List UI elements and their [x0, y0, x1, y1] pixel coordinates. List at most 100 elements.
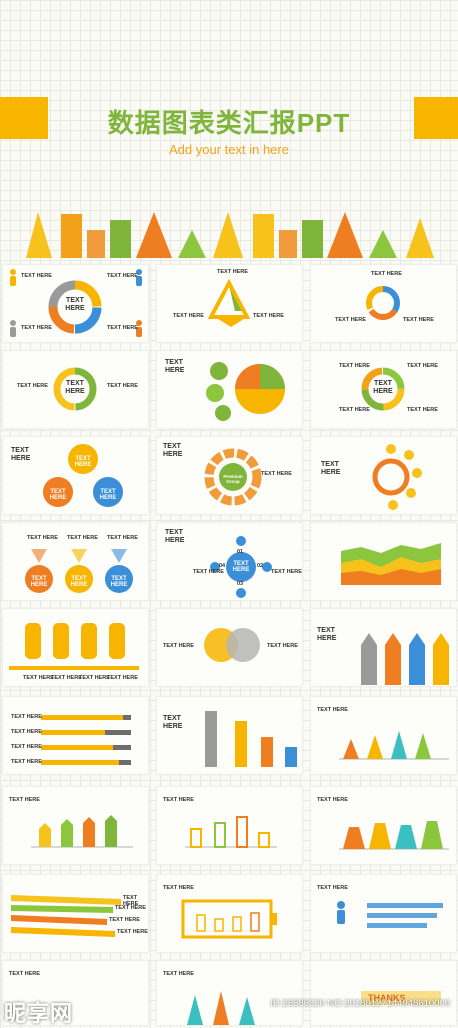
slide-thumb-r3c2[interactable]: TEXT HERE Premium Group TEXT HERE — [156, 436, 303, 515]
block-here: HERE — [163, 451, 183, 458]
slide-thumb-r2c3[interactable]: TEXT HERE TEXT HERE TEXT HERE TEXT HERE T… — [310, 350, 457, 429]
cycle-arrow-yellow — [215, 317, 247, 327]
slide-thumb-r1c1[interactable]: TEXT HERE TEXT HERE TEXT HERE TEXT HERE T… — [2, 264, 149, 343]
ring-gray — [48, 280, 102, 334]
ring-yellow — [366, 286, 400, 320]
slide-thumb-r3c1[interactable]: TEXT HERE TEXT HERE TEXT HERE TEXT HERE — [2, 436, 149, 515]
triangle-green — [415, 733, 431, 759]
circle-label: TEXT HERE — [49, 489, 67, 501]
arrow-bar-green — [61, 819, 73, 847]
circle-label: TEXT HERE — [30, 576, 48, 588]
slide-thumb-r1c3[interactable]: TEXT HERE TEXT HERE TEXT HERE — [310, 264, 457, 343]
text-label: TEXT HERE — [107, 383, 138, 389]
person-icon — [136, 320, 142, 337]
slide-thumb-r4c3[interactable] — [310, 522, 457, 601]
slide-thumb-r5c2[interactable]: TEXT HERE TEXT HERE — [156, 608, 303, 687]
slide-thumb-r7c3[interactable]: TEXT HERE — [310, 786, 457, 865]
block-text: TEXT — [163, 443, 181, 450]
text-label: TEXT HERE — [267, 643, 298, 649]
text-label: TEXT HERE — [317, 707, 348, 713]
slide-thumb-r2c2[interactable]: TEXT HERE — [156, 350, 303, 429]
text-label: TEXT HERE — [11, 744, 42, 750]
thanks-banner — [361, 991, 441, 1005]
center-label: TEXT HERE — [368, 380, 398, 396]
block-here: HERE — [321, 469, 341, 476]
pin-shape — [53, 623, 69, 659]
pie-slice-green — [260, 364, 285, 389]
block-label: TEXT HERE — [163, 715, 182, 731]
slide-thumb-r9c3[interactable] — [310, 960, 457, 1026]
text-label: TEXT HERE — [17, 383, 48, 389]
slide-thumb-r9c2[interactable]: TEXT HERE — [156, 960, 303, 1026]
text-label: TEXT HERE — [107, 675, 138, 681]
slide-thumb-r9c1[interactable]: TEXT HERE — [2, 960, 149, 1026]
green-bar-shape — [110, 220, 131, 258]
slide-thumb-r7c2[interactable]: TEXT HERE — [156, 786, 303, 865]
person-icon — [136, 269, 142, 286]
battery-yellow — [190, 828, 202, 848]
slide-thumb-r1c2[interactable]: TEXT HERE TEXT HERE TEXT HERE — [156, 264, 303, 343]
page-subtitle: Add your text in here — [169, 142, 289, 157]
venn-gray — [226, 628, 260, 662]
number-label: 03 — [237, 581, 244, 587]
slide-thumb-r6c3[interactable]: TEXT HERE — [310, 696, 457, 775]
pencil-gray — [361, 633, 377, 685]
triangle-yellow — [367, 735, 383, 759]
text-label: TEXT HERE — [163, 643, 194, 649]
text-label: TEXT HERE — [117, 929, 148, 935]
hub-here: HERE — [232, 567, 250, 573]
yellow-bar-shape — [253, 214, 274, 258]
center-label: TEXT HERE — [60, 380, 90, 396]
block-text: TEXT — [165, 359, 183, 366]
slide-thumb-r3c3[interactable]: TEXT HERE — [310, 436, 457, 515]
text-label: TEXT HERE — [403, 317, 434, 323]
slide-thumb-r8c1[interactable]: TEXT HERE TEXT HERE TEXT HERE TEXT HERE — [2, 874, 149, 953]
block-label: TEXT HERE — [165, 359, 184, 375]
pin-shape — [25, 623, 41, 659]
funnel-yellow — [71, 549, 87, 563]
slide-thumb-r6c2[interactable]: TEXT HERE — [156, 696, 303, 775]
block-label: TEXT HERE — [11, 447, 30, 463]
slide-thumb-r8c3[interactable]: TEXT HERE — [310, 874, 457, 953]
text-label: TEXT HERE — [217, 269, 248, 275]
text-label: TEXT HERE — [173, 313, 204, 319]
text-label: TEXT HERE — [11, 759, 42, 765]
triangle-teal — [239, 997, 255, 1025]
premium-label: Premium Group — [223, 474, 243, 484]
block-text: TEXT — [163, 715, 181, 722]
center-circle — [219, 463, 247, 491]
text-label: TEXT HERE — [107, 273, 138, 279]
pie-slice-orange — [235, 364, 260, 389]
text-label: TEXT HERE — [407, 363, 438, 369]
center-here: HERE — [373, 388, 393, 395]
level-bar — [250, 912, 260, 932]
ring-green — [361, 367, 405, 411]
icon-bubble — [412, 468, 422, 478]
text-label: TEXT HERE — [335, 317, 366, 323]
text-label: TEXT HERE — [339, 363, 370, 369]
block-label: TEXT HERE — [321, 461, 340, 477]
slide-thumb-r4c2[interactable]: TEXT HERE TEXT HERE 01 02 03 04 TEXT HERE … — [156, 522, 303, 601]
cylinder-orange — [261, 737, 273, 767]
text-label: TEXT HERE — [11, 714, 42, 720]
slide-thumb-r6c1[interactable]: TEXT HERE TEXT HERE TEXT HERE TEXT HERE — [2, 696, 149, 775]
text-label: TEXT HERE — [67, 535, 98, 541]
text-label: TEXT HERE — [115, 905, 146, 911]
block-here: HERE — [163, 723, 183, 730]
slide-thumb-r8c2[interactable]: TEXT HERE — [156, 874, 303, 953]
slide-thumb-r4c1[interactable]: TEXT HERE TEXT HERE TEXT HERE TEXT HERE … — [2, 522, 149, 601]
block-label: TEXT HERE — [165, 529, 184, 545]
block-text: TEXT — [11, 447, 29, 454]
circle-yellow — [68, 444, 98, 474]
slide-thumb-r5c1[interactable]: TEXT HERE TEXT HERE TEXT HERE TEXT HERE — [2, 608, 149, 687]
thanks-text: THANKS — [368, 993, 406, 1003]
node — [236, 536, 246, 546]
slide-thumb-r5c3[interactable]: TEXT HERE — [310, 608, 457, 687]
trapezoid-yellow — [369, 823, 391, 849]
cylinder-yellow — [235, 721, 247, 767]
icon-bubble — [406, 488, 416, 498]
slide-thumb-r2c1[interactable]: TEXT HERE TEXT HERE TEXT HERE — [2, 350, 149, 429]
funnel-blue — [111, 549, 127, 563]
slide-thumb-r7c1[interactable]: TEXT HERE — [2, 786, 149, 865]
circle-label: TEXT HERE — [74, 456, 92, 468]
